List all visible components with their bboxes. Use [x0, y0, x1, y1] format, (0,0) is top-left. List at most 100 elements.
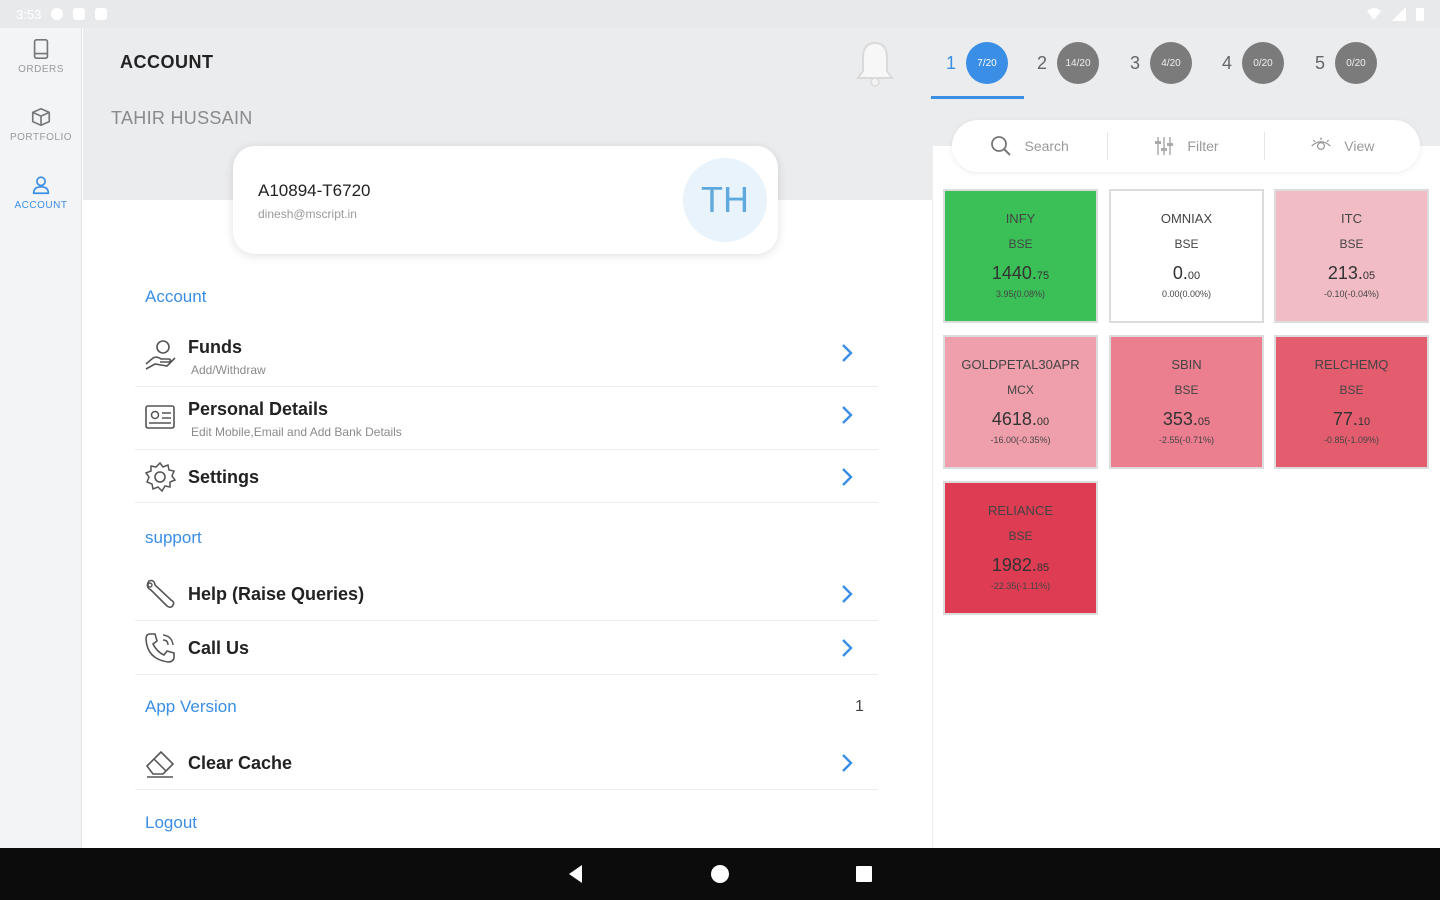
stock-tile[interactable]: INFY BSE 1440.75 3.95(0.08%) — [943, 189, 1098, 323]
phone-icon — [145, 633, 175, 663]
view-settings-icon — [1311, 137, 1331, 151]
stock-change: -0.10(-0.04%) — [1323, 289, 1380, 299]
side-navigation: ORDERS PORTFOLIO ACCOUNT — [0, 28, 82, 848]
stock-price-main: 353. — [1162, 409, 1198, 429]
active-tab-indicator — [931, 96, 1024, 99]
watchlist-tab-1[interactable]: 1 7/20 — [946, 42, 1009, 84]
user-email: dinesh@mscript.in — [258, 207, 357, 221]
profile-card[interactable]: A10894-T6720 dinesh@mscript.in TH — [233, 146, 778, 254]
notification-status-icon — [73, 8, 86, 20]
watchlist-tab-count: 0/20 — [1242, 42, 1285, 84]
stock-symbol: SBIN — [1171, 357, 1202, 372]
stock-price-main: 1440. — [991, 263, 1037, 283]
menu-personal-details[interactable]: Personal Details Edit Mobile,Email and A… — [135, 388, 878, 450]
avatar: TH — [683, 158, 767, 242]
stock-change: -22.35(-1.11%) — [990, 581, 1051, 591]
stock-symbol: OMNIAX — [1160, 211, 1213, 226]
stock-tile[interactable]: SBIN BSE 353.05 -2.55(-0.71%) — [1109, 335, 1264, 469]
stock-exchange: MCX — [1007, 383, 1034, 397]
menu-funds[interactable]: Funds Add/Withdraw — [135, 326, 878, 387]
bell-icon[interactable] — [852, 38, 898, 88]
menu-cache-title: Clear Cache — [188, 753, 293, 773]
watchlist-tab-number: 1 — [946, 52, 957, 73]
gear-icon — [144, 461, 177, 493]
stock-price-main: 213. — [1327, 263, 1363, 283]
stock-price-decimal: 00 — [1036, 416, 1050, 428]
wifi-icon — [1367, 8, 1381, 20]
user-name: TAHIR HUSSAIN — [111, 108, 253, 128]
stock-price-decimal: 10 — [1357, 416, 1371, 428]
stock-symbol: GOLDPETAL30APR — [961, 357, 1080, 372]
filter-button[interactable]: Filter — [1107, 132, 1263, 160]
app-version-label: App Version — [145, 697, 237, 716]
recents-square-icon[interactable] — [852, 862, 876, 886]
watchlist-tab-5[interactable]: 5 0/20 — [1315, 42, 1378, 84]
stock-change: 3.95(0.08%) — [995, 289, 1046, 299]
search-icon — [991, 136, 1012, 156]
logout-link[interactable]: Logout — [145, 813, 197, 832]
back-triangle-icon[interactable] — [564, 862, 588, 886]
search-label: Search — [1024, 138, 1069, 154]
stock-tile[interactable]: ITC BSE 213.05 -0.10(-0.04%) — [1274, 189, 1429, 323]
stock-tile[interactable]: RELCHEMQ BSE 77.10 -0.85(-1.09%) — [1274, 335, 1429, 469]
status-bar: 3:53 — [0, 0, 1440, 28]
nav-account-label: ACCOUNT — [14, 200, 68, 211]
sd-card-status-icon — [95, 8, 108, 20]
menu-settings[interactable]: Settings — [135, 451, 878, 503]
stock-tile[interactable]: RELIANCE BSE 1982.85 -22.35(-1.11%) — [943, 481, 1098, 615]
watchlist-tab-4[interactable]: 4 0/20 — [1222, 42, 1285, 84]
system-navigation-bar — [0, 848, 1440, 900]
stock-exchange: BSE — [1339, 237, 1364, 251]
chevron-right-icon — [842, 468, 853, 486]
menu-funds-subtitle: Add/Withdraw — [191, 363, 266, 377]
settings-status-icon — [51, 8, 64, 20]
chevron-right-icon — [842, 639, 853, 657]
signal-icon — [1392, 7, 1406, 21]
watchlist-tab-3[interactable]: 3 4/20 — [1130, 42, 1193, 84]
filter-label: Filter — [1187, 138, 1219, 154]
stock-symbol: RELCHEMQ — [1314, 357, 1389, 372]
stock-price-decimal: 05 — [1197, 416, 1211, 428]
nav-orders[interactable]: ORDERS — [0, 38, 82, 75]
tablet-icon — [33, 39, 49, 59]
stock-tile[interactable]: OMNIAX BSE 0.00 0.00(0.00%) — [1109, 189, 1264, 323]
stock-price-main: 77. — [1332, 409, 1358, 429]
stock-price-main: 4618. — [991, 409, 1037, 429]
stock-price: 1440.75 — [992, 263, 1049, 289]
watchlist-tab-number: 2 — [1037, 52, 1048, 73]
eraser-icon — [145, 750, 175, 778]
watchlist-tab-number: 3 — [1130, 52, 1141, 73]
watchlist-toolbar: Search Filter View — [952, 120, 1420, 172]
id-card-icon — [145, 405, 175, 429]
nav-portfolio[interactable]: PORTFOLIO — [0, 106, 82, 143]
watchlist-tab-2[interactable]: 2 14/20 — [1037, 42, 1100, 84]
nav-portfolio-label: PORTFOLIO — [9, 132, 73, 143]
home-circle-icon[interactable] — [708, 862, 732, 886]
nav-account[interactable]: ACCOUNT — [0, 174, 82, 211]
stock-exchange: BSE — [1174, 383, 1199, 397]
stock-price-decimal: 00 — [1187, 270, 1201, 282]
menu-clear-cache[interactable]: Clear Cache — [135, 737, 878, 790]
stock-price: 4618.00 — [992, 409, 1049, 435]
menu-call-title: Call Us — [188, 638, 250, 658]
menu-settings-title: Settings — [188, 467, 260, 487]
stock-price: 0.00 — [1173, 263, 1200, 289]
stock-price: 213.05 — [1328, 263, 1375, 289]
watchlist-tab-number: 4 — [1222, 52, 1233, 73]
stock-price-decimal: 05 — [1362, 270, 1376, 282]
section-account-label: Account — [145, 287, 207, 306]
stock-price-decimal: 85 — [1036, 562, 1050, 574]
money-hand-icon — [145, 340, 176, 370]
app-version-value: 1 — [855, 698, 864, 715]
stock-price: 77.10 — [1333, 409, 1370, 435]
view-button[interactable]: View — [1263, 132, 1420, 160]
stock-exchange: BSE — [1008, 529, 1033, 543]
stock-tile[interactable]: GOLDPETAL30APR MCX 4618.00 -16.00(-0.35%) — [943, 335, 1098, 469]
stock-exchange: BSE — [1008, 237, 1033, 251]
menu-call-us[interactable]: Call Us — [135, 622, 878, 675]
menu-personal-title: Personal Details — [188, 399, 329, 419]
view-label: View — [1344, 138, 1375, 154]
menu-help[interactable]: Help (Raise Queries) — [135, 568, 878, 621]
chevron-right-icon — [842, 754, 853, 772]
search-button[interactable]: Search — [952, 132, 1107, 160]
